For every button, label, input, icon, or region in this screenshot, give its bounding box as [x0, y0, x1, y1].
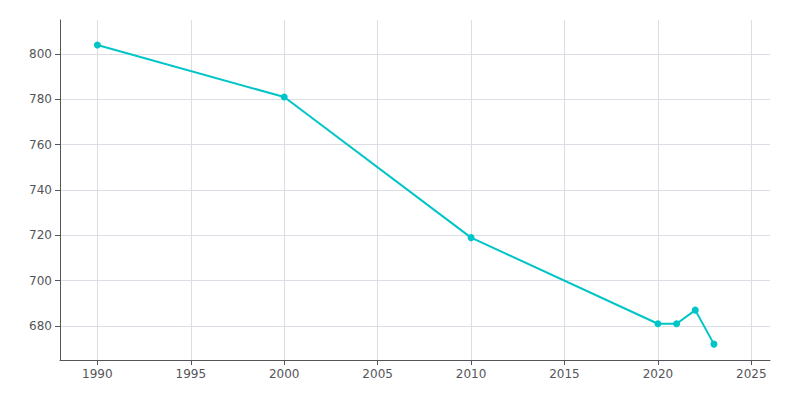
- svg-text:780: 780: [29, 92, 52, 106]
- svg-text:2010: 2010: [456, 367, 487, 381]
- svg-text:700: 700: [29, 274, 52, 288]
- svg-text:680: 680: [29, 319, 52, 333]
- svg-text:2025: 2025: [736, 367, 767, 381]
- svg-text:2015: 2015: [549, 367, 580, 381]
- svg-text:800: 800: [29, 47, 52, 61]
- svg-text:1990: 1990: [82, 367, 113, 381]
- svg-text:720: 720: [29, 228, 52, 242]
- svg-text:760: 760: [29, 138, 52, 152]
- svg-text:2000: 2000: [269, 367, 300, 381]
- svg-text:1995: 1995: [176, 367, 207, 381]
- svg-text:2005: 2005: [362, 367, 393, 381]
- svg-text:740: 740: [29, 183, 52, 197]
- svg-text:2020: 2020: [643, 367, 674, 381]
